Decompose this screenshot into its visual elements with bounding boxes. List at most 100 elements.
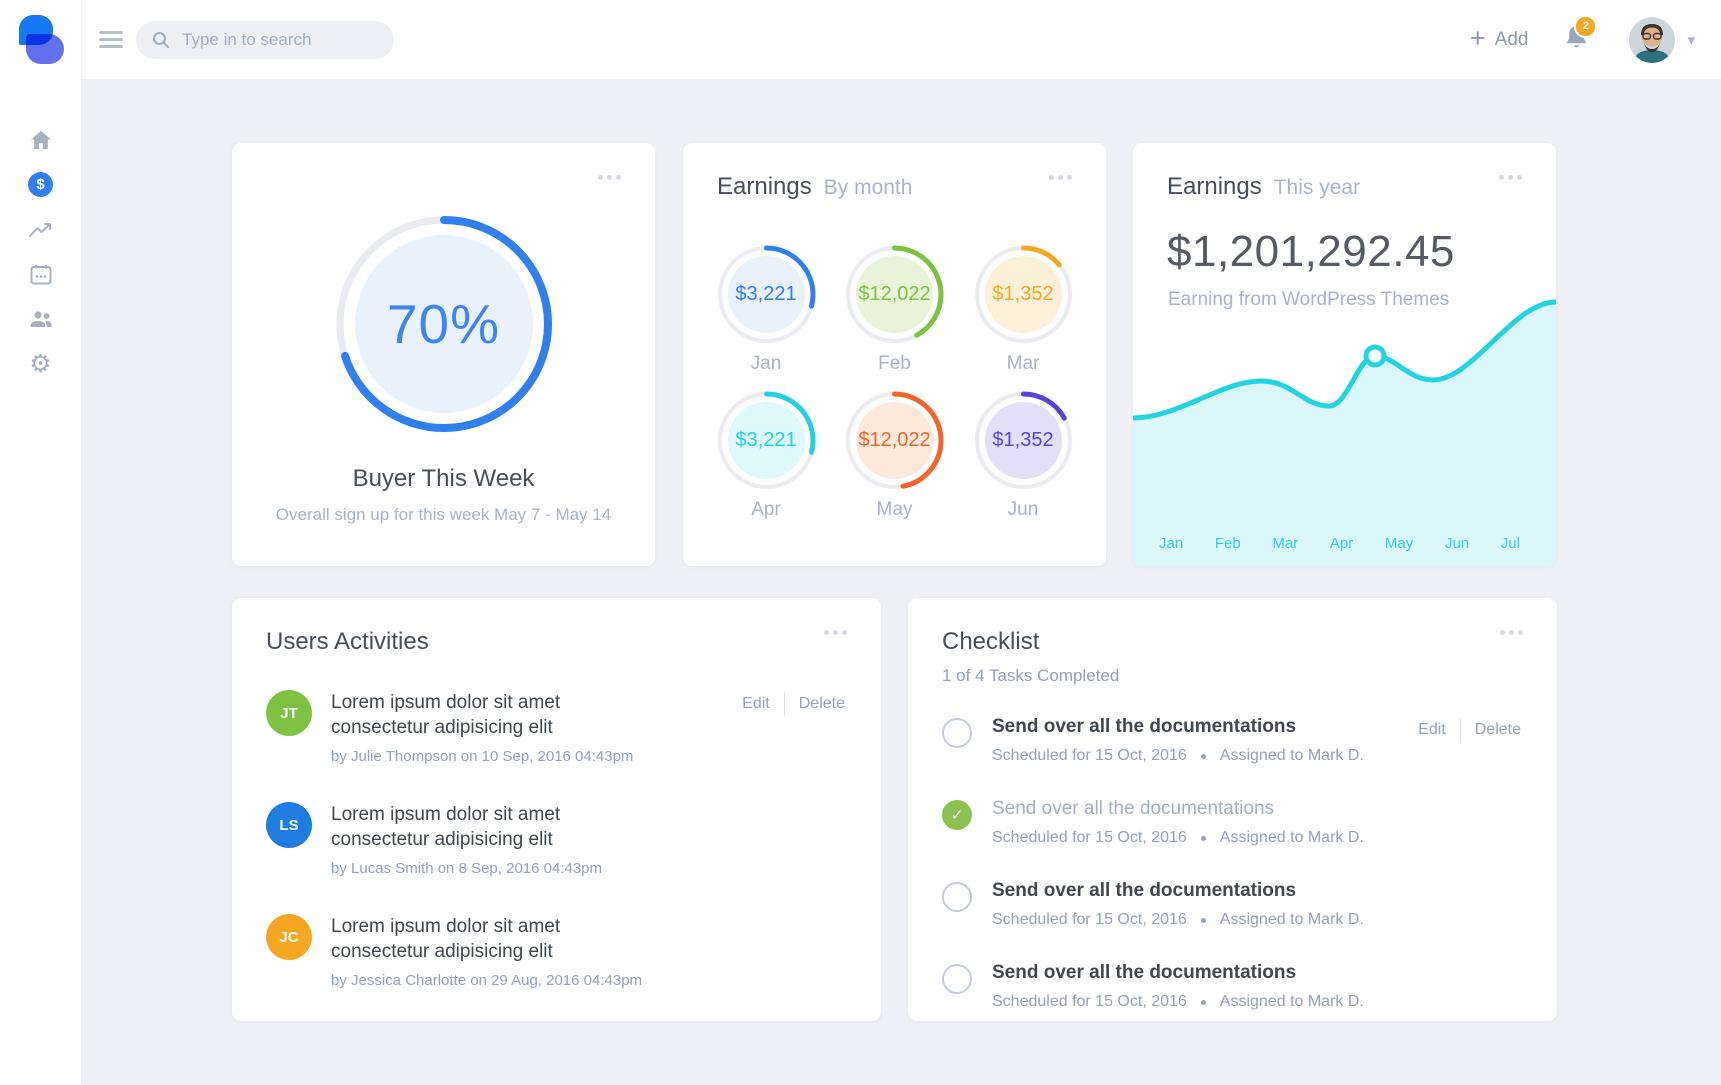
top-bar: + Add 2 ▾ [0, 0, 1721, 79]
month-value: $12,022 [858, 429, 931, 451]
earnings-this-year-card: Earnings This year $1,201,292.45 Earning… [1133, 143, 1556, 566]
card-menu-icon[interactable] [820, 626, 851, 639]
buyer-donut-chart: 70% [335, 215, 553, 433]
users-icon [29, 311, 53, 328]
task-title: Send over all the documentations [992, 880, 1297, 901]
dollar-icon: $ [28, 172, 53, 197]
task-assigned: Assigned to Mark D. [1219, 993, 1364, 1010]
axis-label: Jun [1444, 535, 1470, 552]
app-logo[interactable] [15, 13, 67, 65]
axis-label: Jan [1159, 535, 1184, 552]
task-assigned: Assigned to Mark D. [1219, 747, 1364, 764]
card-title: Checklist [942, 628, 1040, 655]
chart-month-axis: Jan Feb Mar Apr May Jun Jul [1133, 535, 1556, 552]
axis-label: Jul [1500, 535, 1520, 552]
task-scheduled: Scheduled for 15 Oct, 2016 [992, 747, 1187, 764]
chevron-down-icon[interactable]: ▾ [1687, 31, 1695, 49]
task-scheduled: Scheduled for 15 Oct, 2016 [992, 911, 1187, 928]
calendar-icon [30, 264, 52, 285]
avatar: JT [266, 690, 312, 736]
card-subtitle: This year [1273, 176, 1361, 199]
axis-label: Feb [1214, 535, 1241, 552]
delete-link[interactable]: Delete [798, 695, 845, 712]
sidebar-item-users[interactable] [0, 297, 81, 342]
month-label: Jun [1007, 499, 1039, 520]
month-value: $12,022 [858, 283, 931, 305]
user-avatar[interactable] [1629, 16, 1676, 63]
month-label: Apr [751, 499, 781, 520]
search-bar [136, 21, 394, 59]
bullet-separator [1200, 835, 1206, 841]
earnings-total-amount: $1,201,292.45 [1167, 227, 1455, 276]
sidebar-item-calendar[interactable] [0, 252, 81, 297]
task-title: Send over all the documentations [992, 798, 1275, 819]
checkbox-circle[interactable] [942, 882, 972, 912]
card-menu-icon[interactable] [1045, 171, 1076, 184]
card-menu-icon[interactable] [1495, 171, 1526, 184]
activity-row: LS Lorem ipsum dolor sit amet consectetu… [266, 802, 847, 877]
sidebar-item-earnings[interactable]: $ [0, 162, 81, 207]
month-value: $1,352 [992, 429, 1054, 451]
edit-link[interactable]: Edit [742, 695, 770, 712]
month-label: Jan [750, 353, 782, 374]
month-donut-apr: $3,221 Apr [711, 391, 821, 521]
earnings-area-chart: Jan Feb Mar Apr May Jun Jul [1133, 288, 1556, 566]
bullet-separator [1200, 917, 1206, 923]
sidebar-item-home[interactable] [0, 117, 81, 162]
notification-badge: 2 [1574, 14, 1598, 38]
sidebar-item-settings[interactable]: ⚙ [0, 342, 81, 387]
edit-link[interactable]: Edit [1418, 721, 1446, 738]
avatar: LS [266, 802, 312, 849]
task-title: Send over all the documentations [992, 962, 1297, 983]
avatar: JC [266, 914, 312, 961]
month-donut-feb: $12,022 Feb [840, 245, 950, 375]
divider [1459, 718, 1461, 742]
month-donut-jun: $1,352 Jun [968, 391, 1078, 521]
checklist-row: Send over all the documentations Schedul… [942, 880, 1523, 929]
axis-label: Apr [1329, 535, 1354, 552]
month-donut-mar: $1,352 Mar [968, 245, 1078, 375]
activity-text: Lorem ipsum dolor sit amet consectetur a… [331, 804, 561, 851]
month-value: $3,221 [735, 283, 797, 305]
checkbox-circle[interactable] [942, 718, 972, 748]
checklist-progress: 1 of 4 Tasks Completed [942, 666, 1120, 685]
card-title: Earnings [717, 173, 812, 200]
month-label: May [876, 499, 913, 520]
checklist-row: Send over all the documentations Schedul… [942, 716, 1523, 765]
axis-label: Mar [1272, 535, 1299, 552]
month-donut-may: $12,022 May [840, 391, 950, 521]
bullet-separator [1200, 999, 1206, 1005]
month-label: Mar [1006, 353, 1040, 374]
activity-text: Lorem ipsum dolor sit amet consectetur a… [331, 916, 561, 963]
checkbox-checked[interactable]: ✓ [942, 800, 972, 830]
activity-meta: by Jessica Charlotte on 29 Aug, 2016 04:… [331, 972, 643, 990]
task-scheduled: Scheduled for 15 Oct, 2016 [992, 993, 1187, 1010]
task-assigned: Assigned to Mark D. [1219, 911, 1364, 928]
add-button[interactable]: + Add [1469, 23, 1529, 53]
logo-shape-indigo [26, 34, 64, 64]
buyer-card-subtitle: Overall sign up for this week May 7 - Ma… [275, 505, 612, 524]
delete-link[interactable]: Delete [1474, 721, 1521, 738]
users-activities-card: Users Activities JT Lorem ipsum dolor si… [232, 598, 881, 1021]
buyer-card-title: Buyer This Week [352, 465, 535, 492]
month-value: $3,221 [735, 429, 797, 451]
notifications-button[interactable]: 2 [1564, 14, 1598, 56]
checkbox-circle[interactable] [942, 964, 972, 994]
card-title: Users Activities [266, 628, 429, 655]
axis-label: May [1384, 535, 1414, 552]
activity-text: Lorem ipsum dolor sit amet consectetur a… [331, 692, 561, 739]
sidebar: $ [0, 79, 81, 1085]
card-menu-icon[interactable] [1496, 626, 1527, 639]
add-button-label: Add [1494, 28, 1529, 50]
logo-column [0, 0, 82, 79]
bullet-separator [1200, 753, 1206, 759]
task-assigned: Assigned to Mark D. [1219, 829, 1364, 846]
search-input[interactable] [180, 29, 378, 51]
month-donut-grid: $3,221 Jan $12,022 Feb [683, 245, 1106, 537]
menu-toggle-icon[interactable] [99, 31, 123, 48]
avatar-photo-icon [1629, 16, 1676, 63]
plus-icon: + [1469, 23, 1486, 53]
card-menu-icon[interactable] [594, 171, 625, 184]
task-title: Send over all the documentations [992, 716, 1297, 737]
sidebar-item-stats[interactable] [0, 207, 81, 252]
